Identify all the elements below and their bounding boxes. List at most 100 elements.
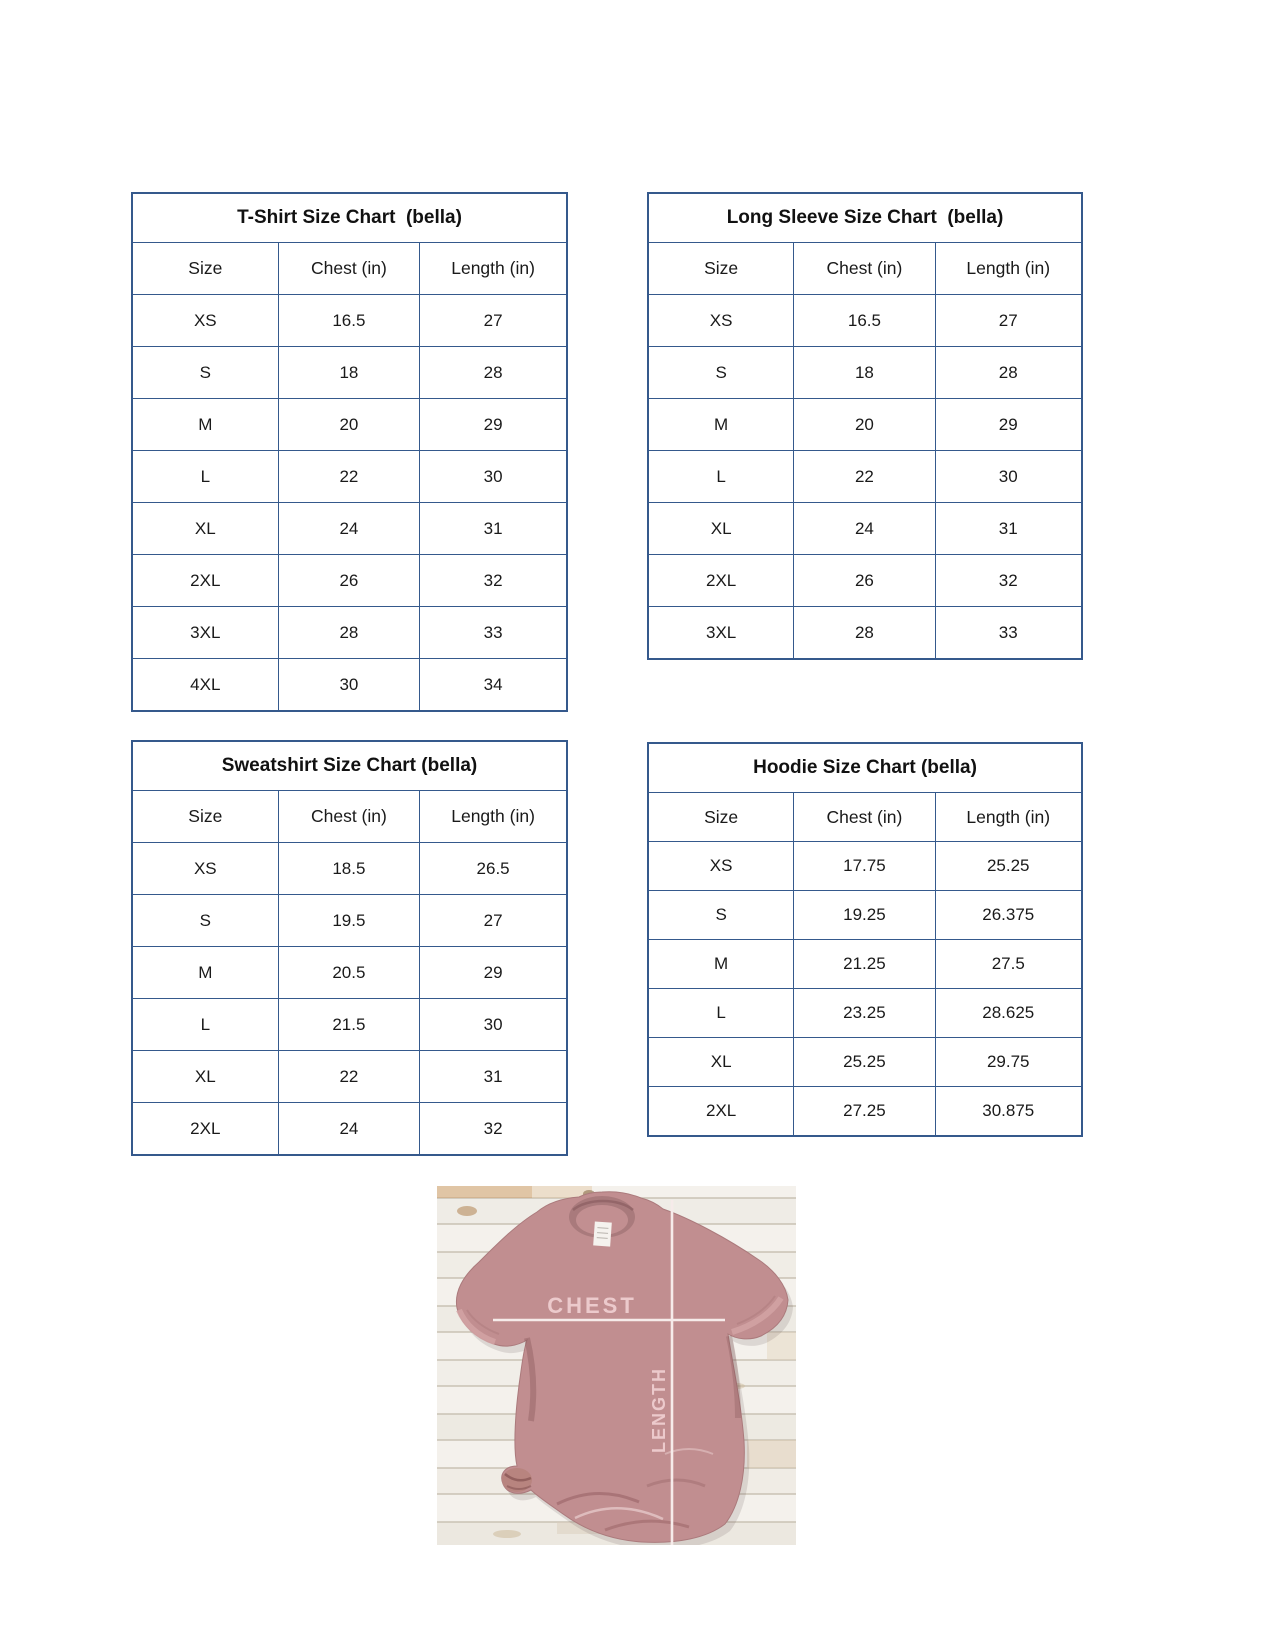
table-cell: XS [133, 842, 278, 894]
table-row: XL 24 31 [133, 502, 566, 554]
table-cell: 29 [419, 946, 566, 998]
table-cell: 3XL [649, 606, 794, 658]
table-cell: 29 [419, 398, 566, 450]
table-cell: 26 [277, 554, 420, 606]
table-row: S 18 28 [133, 346, 566, 398]
table-cell: XL [649, 502, 794, 554]
table-cell: 33 [419, 606, 566, 658]
table-title-hoodie: Hoodie Size Chart (bella) [753, 757, 977, 778]
shirt-knot [502, 1468, 532, 1492]
table-cell: L [133, 450, 278, 502]
table-cell: Chest (in) [277, 790, 420, 842]
table-cell: 30 [419, 998, 566, 1050]
table-row: S 18 28 [649, 346, 1081, 398]
table-row: L 22 30 [649, 450, 1081, 502]
table-row: XS 17.75 25.25 [649, 841, 1081, 890]
header-row: Size Chest (in) Length (in) [133, 242, 566, 294]
table-cell: Size [649, 242, 794, 294]
table-cell: Length (in) [419, 790, 566, 842]
neck-tag [593, 1221, 612, 1247]
table-cell: 21.5 [277, 998, 420, 1050]
table-cell: 30 [419, 450, 566, 502]
table-row: XS 18.5 26.5 [133, 842, 566, 894]
table-cell: L [133, 998, 278, 1050]
table-cell: 26 [793, 554, 935, 606]
table-cell: 31 [419, 1050, 566, 1102]
size-table-tshirt: T-Shirt Size Chart (bella) Size Chest (in… [131, 192, 568, 712]
table-cell: 3XL [133, 606, 278, 658]
table-cell: S [133, 894, 278, 946]
table-cell: S [133, 346, 278, 398]
table-cell: 25.25 [793, 1037, 935, 1086]
table-cell: 19.5 [277, 894, 420, 946]
table-cell: 28 [419, 346, 566, 398]
header-row: Size Chest (in) Length (in) [649, 242, 1081, 294]
table-cell: XS [133, 294, 278, 346]
table-row: 2XL 27.25 30.875 [649, 1086, 1081, 1135]
table-cell: 26.375 [934, 890, 1081, 939]
table-row: XL 24 31 [649, 502, 1081, 554]
table-cell: L [649, 988, 794, 1037]
table-cell: 29.75 [934, 1037, 1081, 1086]
table-cell: 25.25 [934, 841, 1081, 890]
table-title-longsleeve: Long Sleeve Size Chart (bella) [726, 207, 1004, 228]
table-cell: Chest (in) [277, 242, 420, 294]
table-cell: 2XL [649, 1086, 794, 1135]
measurement-overlay: CHEST LENGTH [493, 1200, 725, 1545]
table-cell: 30.875 [934, 1086, 1081, 1135]
table-cell: M [649, 398, 794, 450]
size-table-longsleeve: Long Sleeve Size Chart (bella) Size Chest… [647, 192, 1083, 660]
table-row: 2XL 24 32 [133, 1102, 566, 1154]
table-cell: 18.5 [277, 842, 420, 894]
table-cell: 32 [934, 554, 1081, 606]
table-cell: 24 [277, 502, 420, 554]
table-cell: 27 [419, 294, 566, 346]
tshirt-graphic [455, 1191, 793, 1550]
table-row: L 21.5 30 [133, 998, 566, 1050]
table-cell: 20 [277, 398, 420, 450]
table-cell: 33 [934, 606, 1081, 658]
table-row: M 21.25 27.5 [649, 939, 1081, 988]
table-cell: 2XL [133, 1102, 278, 1154]
table-cell: XL [133, 1050, 278, 1102]
table-cell: S [649, 890, 794, 939]
table-cell: M [649, 939, 794, 988]
table-cell: 29 [934, 398, 1081, 450]
table-row: L 22 30 [133, 450, 566, 502]
table-cell: 30 [277, 658, 420, 710]
table-cell: 20.5 [277, 946, 420, 998]
table-cell: S [649, 346, 794, 398]
table-cell: Length (in) [419, 242, 566, 294]
table-cell: 32 [419, 1102, 566, 1154]
table-cell: 4XL [133, 658, 278, 710]
table-title-sweatshirt: Sweatshirt Size Chart (bella) [221, 755, 478, 776]
table-row: XL 25.25 29.75 [649, 1037, 1081, 1086]
size-table-sweatshirt: Sweatshirt Size Chart (bella) Size Chest … [131, 740, 568, 1156]
table-cell: 27 [934, 294, 1081, 346]
table-row: M 20.5 29 [133, 946, 566, 998]
table-cell: 22 [793, 450, 935, 502]
table-row: S 19.25 26.375 [649, 890, 1081, 939]
table-cell: 2XL [649, 554, 794, 606]
table-title-tshirt: T-Shirt Size Chart (bella) [237, 207, 462, 228]
table-cell: XS [649, 841, 794, 890]
length-measurement-label: LENGTH [649, 1367, 669, 1453]
table-cell: M [133, 946, 278, 998]
table-cell: 21.25 [793, 939, 935, 988]
table-cell: 28.625 [934, 988, 1081, 1037]
table-cell: XS [649, 294, 794, 346]
table-cell: 22 [277, 450, 420, 502]
table-cell: 19.25 [793, 890, 935, 939]
table-cell: 20 [793, 398, 935, 450]
table-cell: 24 [277, 1102, 420, 1154]
table-cell: 17.75 [793, 841, 935, 890]
table-row: XL 22 31 [133, 1050, 566, 1102]
size-table-hoodie: Hoodie Size Chart (bella) Size Chest (in)… [647, 742, 1083, 1137]
table-cell: L [649, 450, 794, 502]
table-cell: 16.5 [793, 294, 935, 346]
header-row: Size Chest (in) Length (in) [133, 790, 566, 842]
table-row: S 19.5 27 [133, 894, 566, 946]
table-cell: 31 [419, 502, 566, 554]
table-cell: 16.5 [277, 294, 420, 346]
table-cell: 18 [793, 346, 935, 398]
